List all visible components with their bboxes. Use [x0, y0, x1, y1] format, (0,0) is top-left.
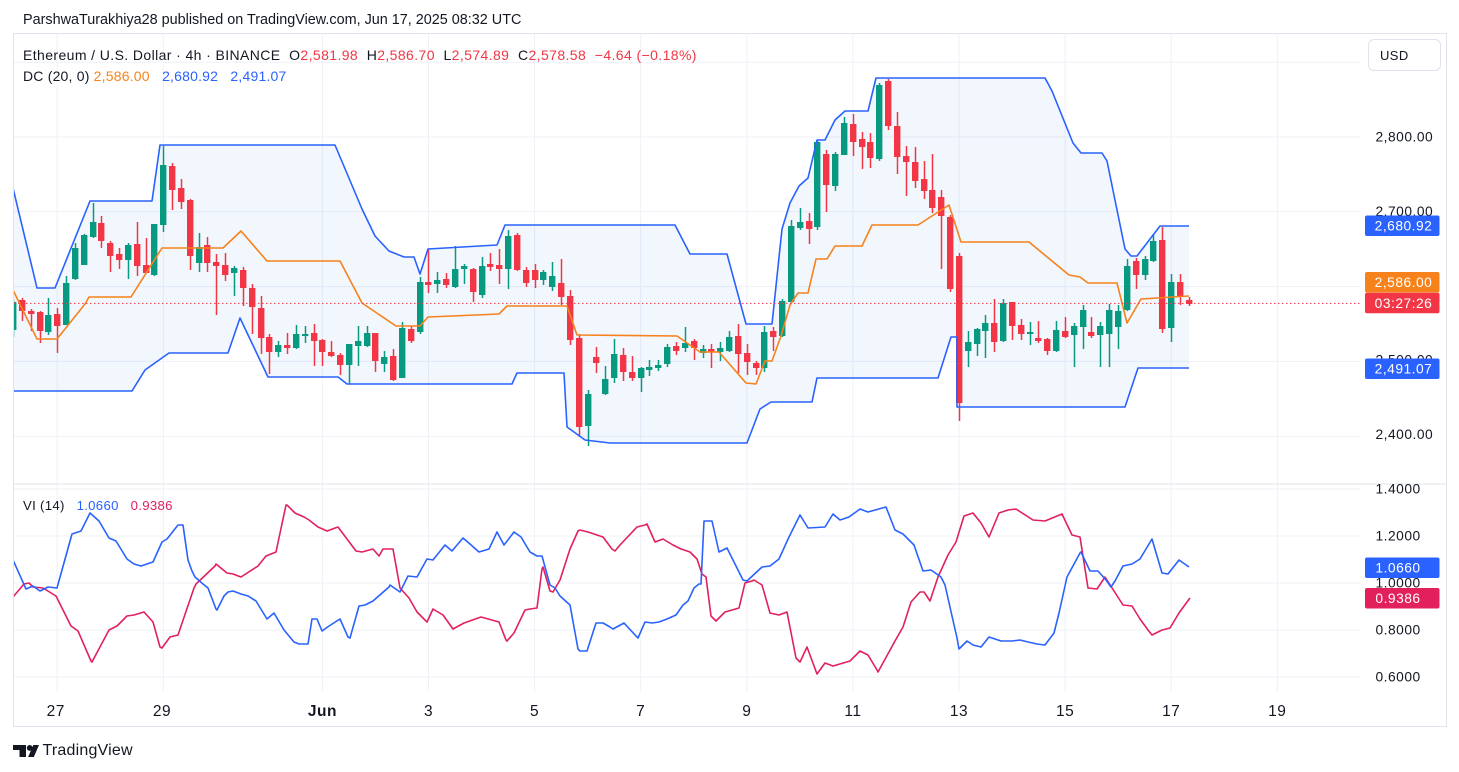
- svg-text:2,400.00: 2,400.00: [1376, 427, 1434, 442]
- svg-text:0.6000: 0.6000: [1376, 670, 1421, 685]
- svg-text:2,491.07: 2,491.07: [1375, 362, 1433, 377]
- svg-text:0.8000: 0.8000: [1376, 623, 1421, 638]
- svg-text:1.4000: 1.4000: [1376, 482, 1421, 497]
- svg-text:2,586.00: 2,586.00: [1375, 275, 1433, 290]
- svg-text:5: 5: [530, 703, 539, 720]
- svg-text:1.0000: 1.0000: [1376, 576, 1421, 591]
- svg-text:27: 27: [47, 703, 65, 720]
- svg-text:17: 17: [1162, 703, 1180, 720]
- svg-text:9: 9: [742, 703, 751, 720]
- svg-text:7: 7: [636, 703, 645, 720]
- svg-text:Jun: Jun: [308, 703, 337, 720]
- svg-text:11: 11: [844, 703, 861, 720]
- svg-text:19: 19: [1268, 703, 1286, 720]
- svg-text:3: 3: [424, 703, 433, 720]
- svg-text:0.9386: 0.9386: [1375, 591, 1420, 606]
- svg-text:2,700.00: 2,700.00: [1376, 204, 1434, 219]
- svg-text:03:27:26: 03:27:26: [1375, 296, 1433, 311]
- svg-text:1.2000: 1.2000: [1376, 529, 1421, 544]
- svg-text:2,800.00: 2,800.00: [1376, 130, 1434, 145]
- svg-text:13: 13: [950, 703, 968, 720]
- svg-text:29: 29: [153, 703, 171, 720]
- svg-text:2,680.92: 2,680.92: [1375, 219, 1433, 234]
- svg-text:1.0660: 1.0660: [1375, 561, 1420, 576]
- svg-text:15: 15: [1056, 703, 1074, 720]
